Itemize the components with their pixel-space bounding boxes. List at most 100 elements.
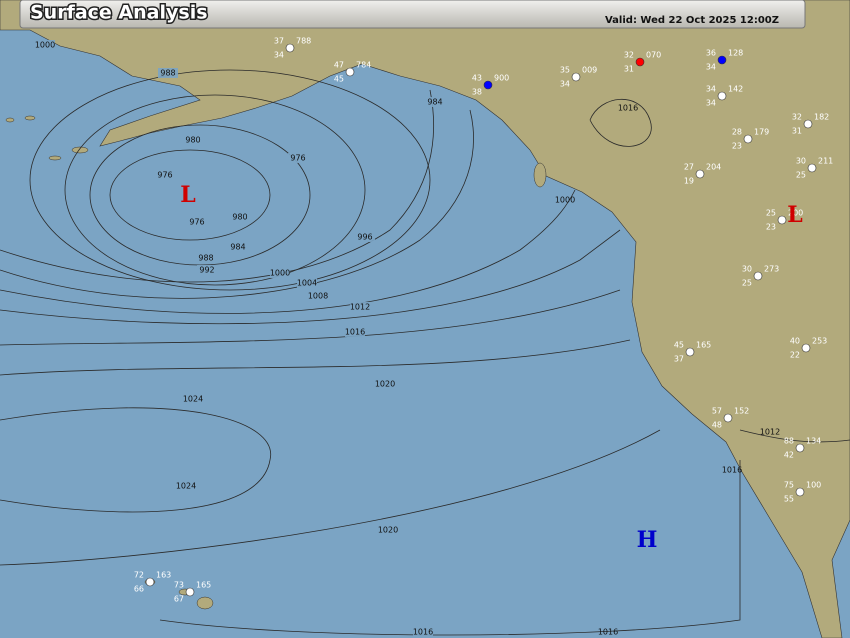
isobar-label-bg bbox=[270, 268, 290, 278]
station-temp: 35 bbox=[560, 66, 570, 75]
isobar-label-bg bbox=[228, 242, 248, 252]
isobar-label: 984 bbox=[427, 98, 442, 107]
station-pressure: 788 bbox=[296, 37, 311, 46]
islands bbox=[5, 115, 547, 610]
station-pressure: 253 bbox=[812, 337, 827, 346]
header-bar bbox=[19, 0, 806, 29]
station-marker bbox=[483, 80, 493, 90]
isobar-label-bg bbox=[196, 253, 216, 263]
station-temp: 30 bbox=[796, 157, 806, 166]
isobar-label: 1024 bbox=[183, 395, 203, 404]
station-dew: 34 bbox=[706, 99, 716, 108]
station-dew: 34 bbox=[560, 80, 570, 89]
isobar-label: 988 bbox=[198, 254, 213, 263]
station-dew: 22 bbox=[790, 351, 800, 360]
isobar-label-bg bbox=[197, 265, 217, 275]
isobar-label-bg bbox=[187, 217, 207, 227]
isobar-label-bg bbox=[176, 481, 196, 491]
isobar-label: 976 bbox=[157, 171, 172, 180]
station-pressure: 009 bbox=[582, 66, 597, 75]
station-pressure: 784 bbox=[356, 61, 371, 70]
isobar-label: 1024 bbox=[176, 482, 196, 491]
station-marker bbox=[695, 169, 705, 179]
station-dew: 48 bbox=[712, 421, 722, 430]
isobar-label: 1016 bbox=[618, 104, 638, 113]
station-dew: 31 bbox=[792, 127, 802, 136]
station-dew: 23 bbox=[732, 142, 742, 151]
station-pressure: 100 bbox=[806, 481, 821, 490]
isobar-label-bg bbox=[378, 525, 398, 535]
station-temp: 32 bbox=[792, 113, 802, 122]
title: Surface Analysis bbox=[30, 2, 208, 24]
station-dew: 37 bbox=[674, 355, 684, 364]
station-temp: 27 bbox=[684, 163, 694, 172]
station-temp: 72 bbox=[134, 571, 144, 580]
station-marker bbox=[571, 72, 581, 82]
station-temp: 47 bbox=[334, 61, 344, 70]
station-pressure: 165 bbox=[696, 341, 711, 350]
pressure-centers: L L H bbox=[180, 182, 802, 553]
isobar-label-bg bbox=[158, 68, 178, 78]
station-dew: 38 bbox=[472, 88, 482, 97]
isobar-labels: 1000 988 980 976 976 976 980 984 988 992 996 1000 10… bbox=[35, 40, 780, 637]
isobar-label: 1004 bbox=[297, 279, 317, 288]
station-temp: 75 bbox=[784, 481, 794, 490]
station-marker bbox=[145, 577, 155, 587]
isobar-label: 1012 bbox=[760, 428, 780, 437]
isobar-label-bg bbox=[35, 40, 55, 50]
isobar-label: 1000 bbox=[555, 196, 575, 205]
isobar-label: 976 bbox=[290, 154, 305, 163]
station-temp: 88 bbox=[784, 437, 794, 446]
station-marker bbox=[635, 57, 645, 67]
station-temp: 25 bbox=[766, 209, 776, 218]
station-marker bbox=[753, 271, 763, 281]
station-marker bbox=[285, 43, 295, 53]
isobar-label-bg bbox=[413, 627, 433, 637]
station-pressure: 211 bbox=[818, 157, 833, 166]
isobar-label: 992 bbox=[199, 266, 214, 275]
station-dew: 66 bbox=[134, 585, 144, 594]
isobar-label: 1000 bbox=[35, 41, 55, 50]
station-pressure: 070 bbox=[646, 51, 661, 60]
station-pressure: 900 bbox=[494, 74, 509, 83]
station-dew: 42 bbox=[784, 451, 794, 460]
station-dew: 55 bbox=[784, 495, 794, 504]
isobar-label-bg bbox=[288, 153, 308, 163]
station-dew: 34 bbox=[274, 51, 284, 60]
station-marker bbox=[723, 413, 733, 423]
station-marker bbox=[801, 343, 811, 353]
isobar-label: 984 bbox=[230, 243, 245, 252]
isobar-label: 980 bbox=[232, 213, 247, 222]
isobar-label: 996 bbox=[357, 233, 372, 242]
station-pressure: 182 bbox=[814, 113, 829, 122]
station-marker bbox=[795, 487, 805, 497]
station-marker bbox=[685, 347, 695, 357]
isobar-label: 1016 bbox=[413, 628, 433, 637]
station-marker bbox=[807, 163, 817, 173]
station-dew: 23 bbox=[766, 223, 776, 232]
isobar-label: 976 bbox=[189, 218, 204, 227]
station-pressure: 179 bbox=[754, 128, 769, 137]
valid-time: Valid: Wed 22 Oct 2025 12:00Z bbox=[605, 15, 779, 26]
isobar-label-bg bbox=[355, 232, 375, 242]
station-dew: 31 bbox=[624, 65, 634, 74]
isobar-label: 1008 bbox=[308, 292, 328, 301]
station-temp: 57 bbox=[712, 407, 722, 416]
station-marker bbox=[717, 55, 727, 65]
isobar-label-bg bbox=[308, 291, 328, 301]
station-pressure: 273 bbox=[764, 265, 779, 274]
station-marker bbox=[345, 67, 355, 77]
station-temp: 36 bbox=[706, 49, 716, 58]
station-temp: 34 bbox=[706, 85, 716, 94]
station-temp: 73 bbox=[174, 581, 184, 590]
isobar-label: 1020 bbox=[375, 380, 395, 389]
station-dew: 19 bbox=[684, 177, 694, 186]
station-temp: 37 bbox=[274, 37, 284, 46]
pressure-center: H bbox=[637, 527, 658, 553]
isobar-label-bg bbox=[345, 327, 365, 337]
station-pressure: 142 bbox=[728, 85, 743, 94]
station-marker bbox=[185, 587, 195, 597]
station-pressure: 165 bbox=[196, 581, 211, 590]
